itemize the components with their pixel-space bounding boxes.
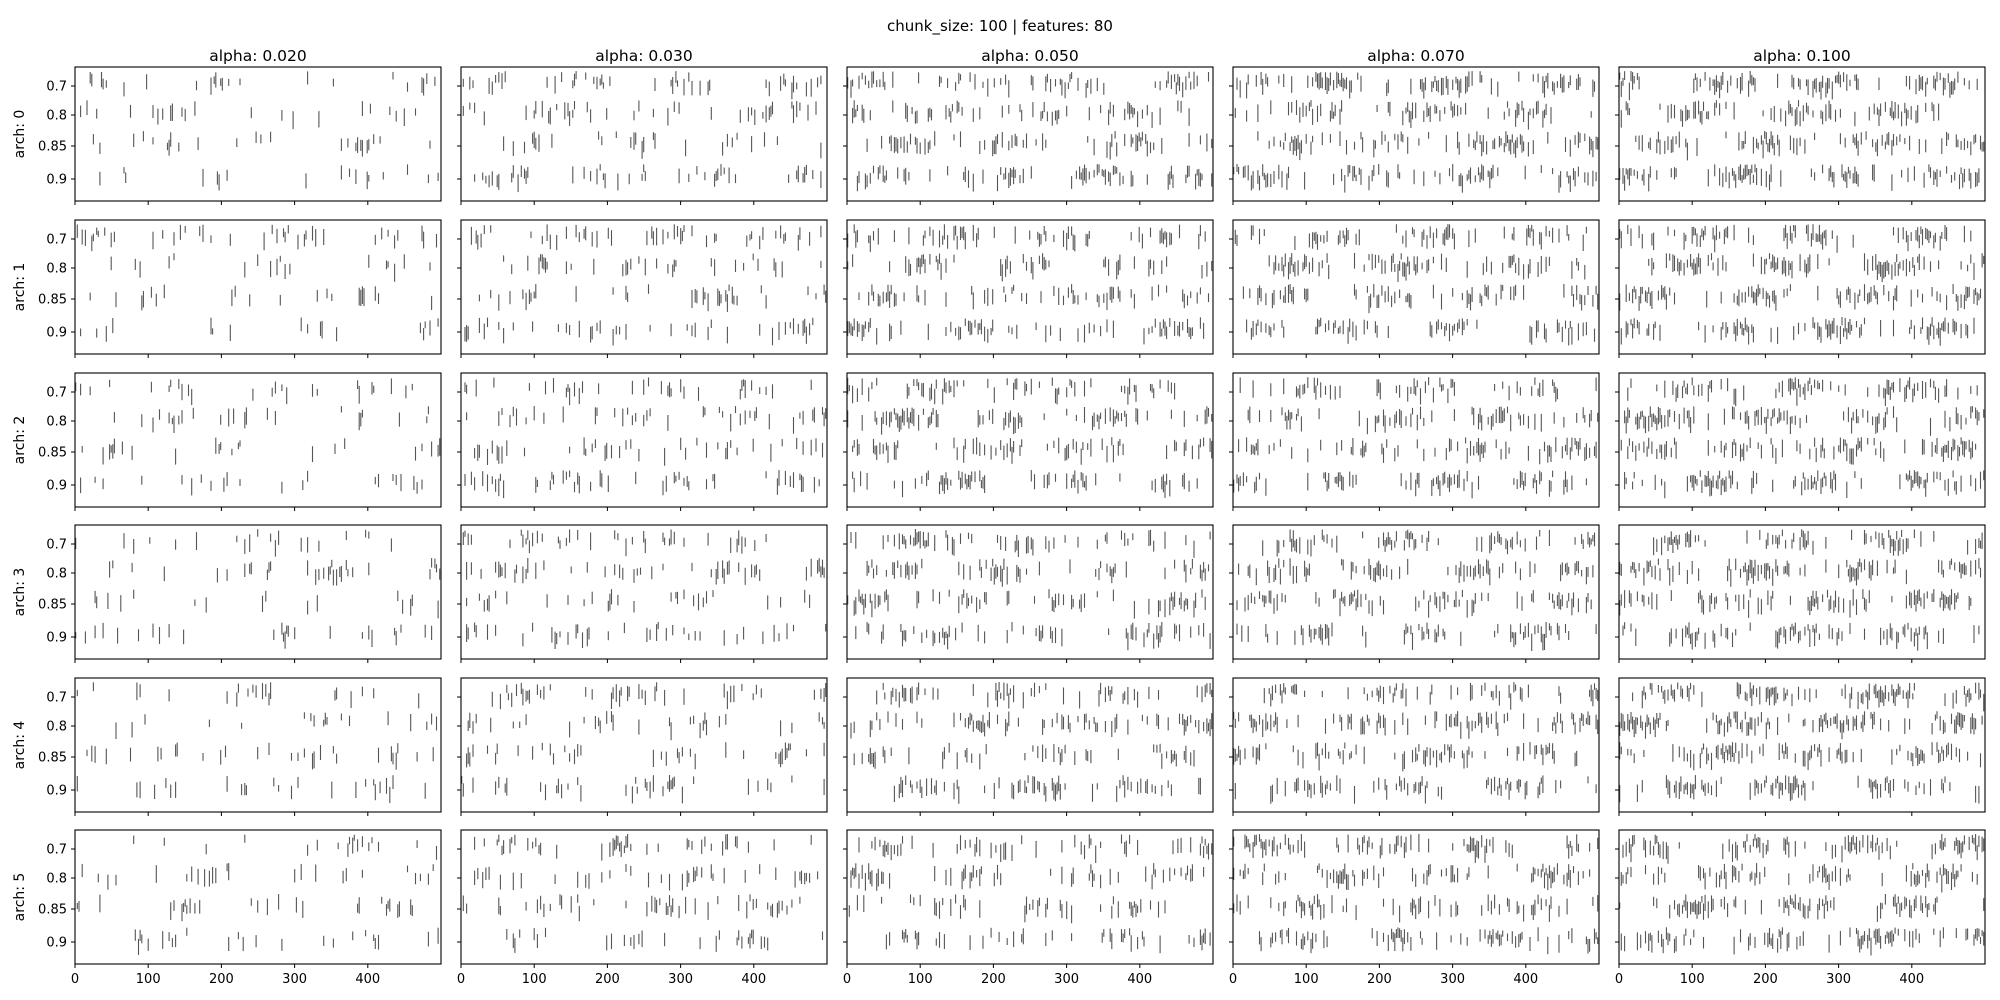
raster-panel xyxy=(843,66,1214,205)
raster-panel: 0.7 0.8 0.85 0.9 xyxy=(38,372,442,511)
axes-frame xyxy=(460,219,828,355)
column-title: alpha: 0.100 xyxy=(1753,47,1851,65)
y-tick-label: 0.8 xyxy=(46,262,67,277)
y-tick-label: 0.85 xyxy=(38,446,67,461)
y-tick-label: 0.9 xyxy=(46,326,67,341)
y-tick-label: 0.8 xyxy=(46,567,67,582)
y-tick-label: 0.8 xyxy=(46,720,67,735)
raster-panel xyxy=(457,372,828,511)
row-label: arch: 2 xyxy=(12,416,28,465)
y-tick-label: 0.9 xyxy=(46,479,67,494)
raster-panel xyxy=(843,677,1214,816)
raster-panel: 0.7 0.8 0.85 0.9 xyxy=(38,66,442,205)
axes-frame xyxy=(1232,66,1600,202)
axes-frame xyxy=(460,372,828,508)
axes-frame xyxy=(1618,372,1986,508)
row-label: arch: 4 xyxy=(12,721,28,770)
y-tick-label: 0.7 xyxy=(46,80,67,95)
raster-panel xyxy=(1229,372,1600,511)
raster-panel xyxy=(1615,524,1986,663)
column-title: alpha: 0.070 xyxy=(1367,47,1465,65)
column-title: alpha: 0.050 xyxy=(981,47,1079,65)
y-tick-label: 0.85 xyxy=(38,598,67,613)
axes-frame xyxy=(1618,219,1986,355)
axes-frame xyxy=(460,677,828,813)
raster-panel xyxy=(1229,66,1600,205)
y-tick-label: 0.8 xyxy=(46,109,67,124)
raster-panel xyxy=(1615,66,1986,205)
raster-panel: 0.7 0.8 0.85 0.9 xyxy=(38,219,442,358)
axes-frame xyxy=(74,677,442,813)
y-tick-label: 0.85 xyxy=(38,140,67,155)
axes-frame xyxy=(846,372,1214,508)
y-tick-label: 0.9 xyxy=(46,784,67,799)
y-tick-label: 0.85 xyxy=(38,293,67,308)
y-tick-label: 0.7 xyxy=(46,233,67,248)
axes-frame xyxy=(846,66,1214,202)
axes-frame xyxy=(74,372,442,508)
axes-frame xyxy=(1232,219,1600,355)
raster-panel xyxy=(1229,524,1600,663)
raster-panel xyxy=(1229,219,1600,358)
axes-frame xyxy=(846,524,1214,660)
y-tick-label: 0.9 xyxy=(46,173,67,188)
y-tick-label: 0.9 xyxy=(46,631,67,646)
axes-frame xyxy=(460,66,828,202)
raster-panel xyxy=(457,219,828,358)
y-tick-label: 0.85 xyxy=(38,751,67,766)
column-title: alpha: 0.030 xyxy=(595,47,693,65)
raster-panel xyxy=(457,677,828,816)
raster-panel xyxy=(457,66,828,205)
raster-panel: 0.7 0.8 0.85 0.9 xyxy=(38,524,442,663)
panel-grid: alpha: 0.020 alpha: 0.030 alpha: 0.050 alph… xyxy=(12,47,1986,987)
figure-suptitle: chunk_size: 100 | features: 80 xyxy=(887,17,1113,36)
raster-panel xyxy=(1615,219,1986,358)
raster-panel xyxy=(843,219,1214,358)
axes-frame xyxy=(74,219,442,355)
axes-frame xyxy=(1232,372,1600,508)
axes-frame xyxy=(1618,524,1986,660)
row-label: arch: 3 xyxy=(12,568,28,617)
y-tick-label: 0.7 xyxy=(46,386,67,401)
y-tick-label: 0.7 xyxy=(46,691,67,706)
y-tick-label: 0.7 xyxy=(46,538,67,553)
row-label: arch: 0 xyxy=(12,110,28,159)
y-tick-label: 0.8 xyxy=(46,415,67,430)
column-title: alpha: 0.020 xyxy=(209,47,307,65)
raster-panel xyxy=(843,524,1214,663)
axes-frame xyxy=(1618,66,1986,202)
row-label: arch: 1 xyxy=(12,263,28,312)
axes-frame xyxy=(460,524,828,660)
raster-panel xyxy=(457,524,828,663)
raster-panel xyxy=(843,372,1214,511)
axes-frame xyxy=(1232,524,1600,660)
raster-panel: 0.7 0.8 0.85 0.9 xyxy=(38,677,442,816)
raster-panel xyxy=(1615,372,1986,511)
axes-frame xyxy=(846,219,1214,355)
axes-frame xyxy=(74,66,442,202)
axes-frame xyxy=(74,524,442,660)
